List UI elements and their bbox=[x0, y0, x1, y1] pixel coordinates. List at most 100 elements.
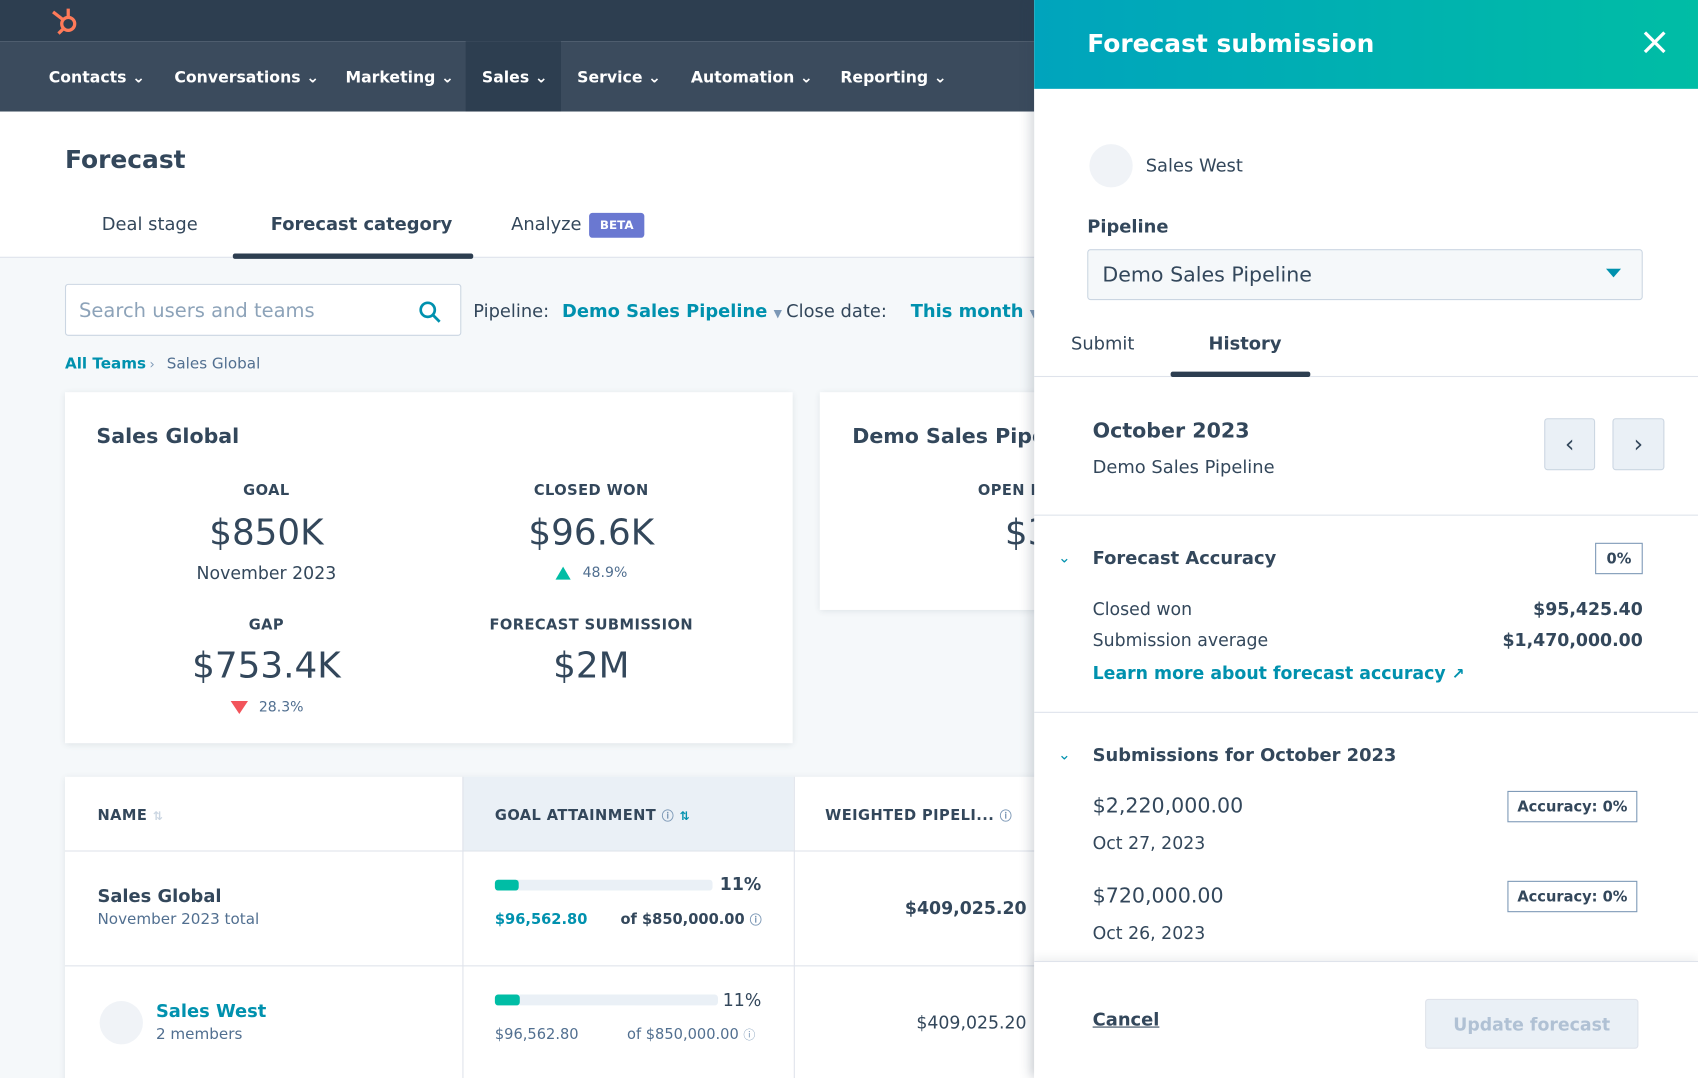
close-button[interactable] bbox=[1643, 30, 1667, 54]
search-placeholder[interactable]: Search users and teams bbox=[79, 299, 315, 323]
progress-fill bbox=[494, 994, 520, 1006]
breadcrumb-current: Sales Global bbox=[166, 355, 261, 373]
help-link[interactable]: Learn more about forecast accuracy ↗ bbox=[1092, 662, 1465, 684]
divider bbox=[1034, 375, 1698, 378]
metric-value: $96.6K bbox=[528, 510, 655, 554]
divider bbox=[1034, 514, 1698, 516]
down-arrow bbox=[230, 700, 248, 714]
stat-label: Submission average bbox=[1092, 629, 1269, 651]
chevron[interactable]: ⌄ bbox=[1057, 746, 1071, 764]
column-header[interactable]: NAME ⇅ bbox=[97, 807, 164, 825]
nav-item[interactable]: Reporting ⌄ bbox=[840, 69, 947, 87]
nav-active bbox=[465, 41, 561, 112]
period-title: October 2023 bbox=[1092, 419, 1250, 444]
tab-underline bbox=[1170, 371, 1311, 378]
row-sub: 2 members bbox=[155, 1025, 243, 1044]
accuracy-badge: 0% bbox=[1595, 542, 1643, 575]
select-caret[interactable] bbox=[1605, 268, 1622, 279]
prev-button[interactable]: ‹ bbox=[1544, 418, 1596, 471]
tab[interactable]: Submit bbox=[1070, 333, 1135, 354]
update-button[interactable]: Update forecast bbox=[1425, 998, 1639, 1049]
divider bbox=[1034, 711, 1698, 713]
page-header bbox=[0, 111, 1035, 257]
column-header[interactable]: GOAL ATTAINMENT ⓘ ⇅ bbox=[494, 807, 691, 825]
top-bar bbox=[0, 0, 1035, 42]
metric-change: 48.9% bbox=[582, 564, 628, 582]
next-button[interactable]: › bbox=[1612, 418, 1665, 471]
select-value[interactable]: Demo Sales Pipeline bbox=[1102, 263, 1312, 288]
team-name: Sales West bbox=[1145, 155, 1243, 177]
cancel-button[interactable]: Cancel bbox=[1092, 1009, 1160, 1030]
pipeline-filter[interactable]: Demo Sales Pipeline ▼ bbox=[562, 300, 782, 322]
metric-value: $850K bbox=[209, 510, 324, 554]
attainment-label: 11% bbox=[719, 873, 762, 895]
summary-card bbox=[64, 392, 793, 744]
panel-title: Forecast submission bbox=[1087, 30, 1375, 59]
side-panel: Forecast submission Sales West Pipeline … bbox=[1034, 0, 1698, 1078]
closed-amount: $96,562.80 bbox=[494, 1025, 579, 1044]
date-filter[interactable]: This month ▼ bbox=[910, 300, 1038, 322]
avatar bbox=[99, 1001, 143, 1045]
search-icon[interactable] bbox=[418, 300, 442, 324]
row-divider bbox=[64, 850, 1040, 852]
metric-label: CLOSED WON bbox=[533, 482, 649, 500]
metric-label: GOAL bbox=[243, 482, 290, 500]
goal-amount: of $850,000.00 ⓘ bbox=[626, 1025, 756, 1044]
closed-amount: $96,562.80 bbox=[494, 911, 588, 929]
submission-date: Oct 26, 2023 bbox=[1092, 922, 1206, 944]
metric-value: $753.4K bbox=[192, 644, 341, 687]
nav-item[interactable]: Marketing ⌄ bbox=[345, 69, 455, 87]
filter-label: Pipeline: bbox=[473, 300, 550, 322]
metric-change: 28.3% bbox=[258, 699, 304, 716]
metric-label: GAP bbox=[248, 616, 285, 634]
avatar bbox=[1089, 144, 1133, 188]
stat-value: $95,425.40 bbox=[1533, 598, 1643, 620]
nav-item[interactable]: Automation ⌄ bbox=[690, 69, 813, 87]
sorted-header bbox=[462, 776, 794, 851]
accuracy-badge: Accuracy: 0% bbox=[1507, 880, 1638, 913]
panel-header bbox=[1034, 0, 1698, 89]
card-title: Demo Sales Pipel bbox=[852, 424, 1054, 449]
stat-label: Closed won bbox=[1092, 598, 1193, 620]
tab-active[interactable]: Forecast category bbox=[270, 213, 453, 235]
metric-label: FORECAST SUBMISSION bbox=[489, 616, 694, 634]
metric-sub: November 2023 bbox=[196, 562, 337, 584]
section-title[interactable]: Submissions for October 2023 bbox=[1092, 744, 1397, 766]
logo[interactable] bbox=[48, 3, 83, 38]
up-arrow bbox=[555, 566, 571, 580]
column-header[interactable]: WEIGHTED PIPELI... ⓘ bbox=[825, 807, 1013, 825]
section-title[interactable]: Forecast Accuracy bbox=[1092, 547, 1277, 569]
tab-active[interactable]: History bbox=[1208, 333, 1282, 354]
period-sub: Demo Sales Pipeline bbox=[1092, 456, 1275, 478]
col-divider bbox=[462, 776, 464, 1078]
field-label: Pipeline bbox=[1087, 216, 1169, 237]
weighted-amount: $409,025.20 bbox=[904, 897, 1027, 919]
row-sub: November 2023 total bbox=[97, 911, 260, 929]
metric-value: $2M bbox=[553, 644, 630, 687]
metric-label: OPEN F bbox=[977, 482, 1041, 500]
nav-item[interactable]: Conversations ⌄ bbox=[174, 69, 320, 87]
nav-item[interactable]: Sales ⌄ bbox=[481, 69, 548, 87]
goal-amount: of $850,000.00 ⓘ bbox=[620, 911, 762, 929]
submission-amount: $720,000.00 bbox=[1092, 884, 1224, 908]
breadcrumb-sep: › bbox=[149, 356, 155, 372]
chevron[interactable]: ⌄ bbox=[1057, 549, 1071, 567]
nav-item[interactable]: Contacts ⌄ bbox=[48, 69, 146, 87]
col-divider bbox=[793, 776, 795, 1078]
stat-value: $1,470,000.00 bbox=[1502, 629, 1643, 651]
search-box[interactable] bbox=[64, 283, 462, 336]
pipeline-select[interactable] bbox=[1087, 249, 1643, 301]
page-title: Forecast bbox=[64, 146, 186, 175]
progress-track bbox=[494, 994, 718, 1006]
accuracy-badge: Accuracy: 0% bbox=[1507, 790, 1638, 823]
tab[interactable]: Deal stage bbox=[101, 213, 198, 235]
row-name-link[interactable]: Sales West bbox=[155, 1000, 267, 1022]
filter-label: Close date: bbox=[786, 300, 887, 322]
divider bbox=[0, 256, 1035, 258]
card-title: Sales Global bbox=[96, 424, 240, 449]
nav-item[interactable]: Service ⌄ bbox=[577, 69, 662, 87]
tab[interactable]: Analyze bbox=[511, 213, 582, 235]
breadcrumb-link[interactable]: All Teams bbox=[64, 355, 147, 373]
